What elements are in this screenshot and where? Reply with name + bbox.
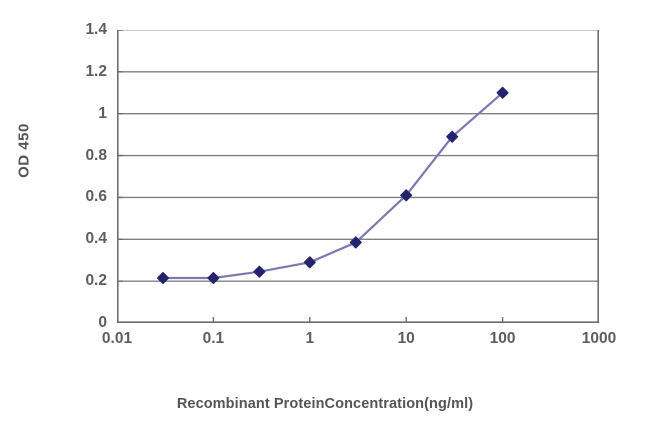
x-tick-label: 10 [397,330,415,347]
data-point-marker [156,272,169,285]
x-axis-title: Recombinant ProteinConcentration(ng/ml) [176,396,474,412]
y-tick-label: 0 [98,314,107,331]
data-point-marker [349,236,362,249]
y-tick-label: 1 [98,104,107,122]
y-tick-label: 1.2 [85,62,107,80]
plot-canvas [117,30,599,323]
data-point-marker [400,189,413,202]
data-point-marker [496,86,509,99]
x-tick-label: 0.1 [202,330,225,347]
data-point-marker [303,256,316,269]
plot-area [117,30,599,323]
x-tick-label: 0.01 [101,330,133,347]
y-tick-label: 1.4 [85,21,107,38]
x-tick-label: 100 [489,330,516,347]
y-tick-label: 0.8 [85,146,107,164]
series-line [162,91,504,280]
y-tick-label: 0.2 [85,272,107,290]
x-tick-label: 1 [305,330,315,347]
y-tick-label: 0.4 [85,230,107,248]
x-tick-label: 1000 [581,330,617,347]
data-point-marker [253,265,266,278]
series-1 [156,86,509,285]
y-tick-label: 0.6 [85,188,107,206]
y-axis-title: OD 450 [15,123,33,178]
data-point-marker [446,130,459,143]
data-point-marker [207,272,220,285]
